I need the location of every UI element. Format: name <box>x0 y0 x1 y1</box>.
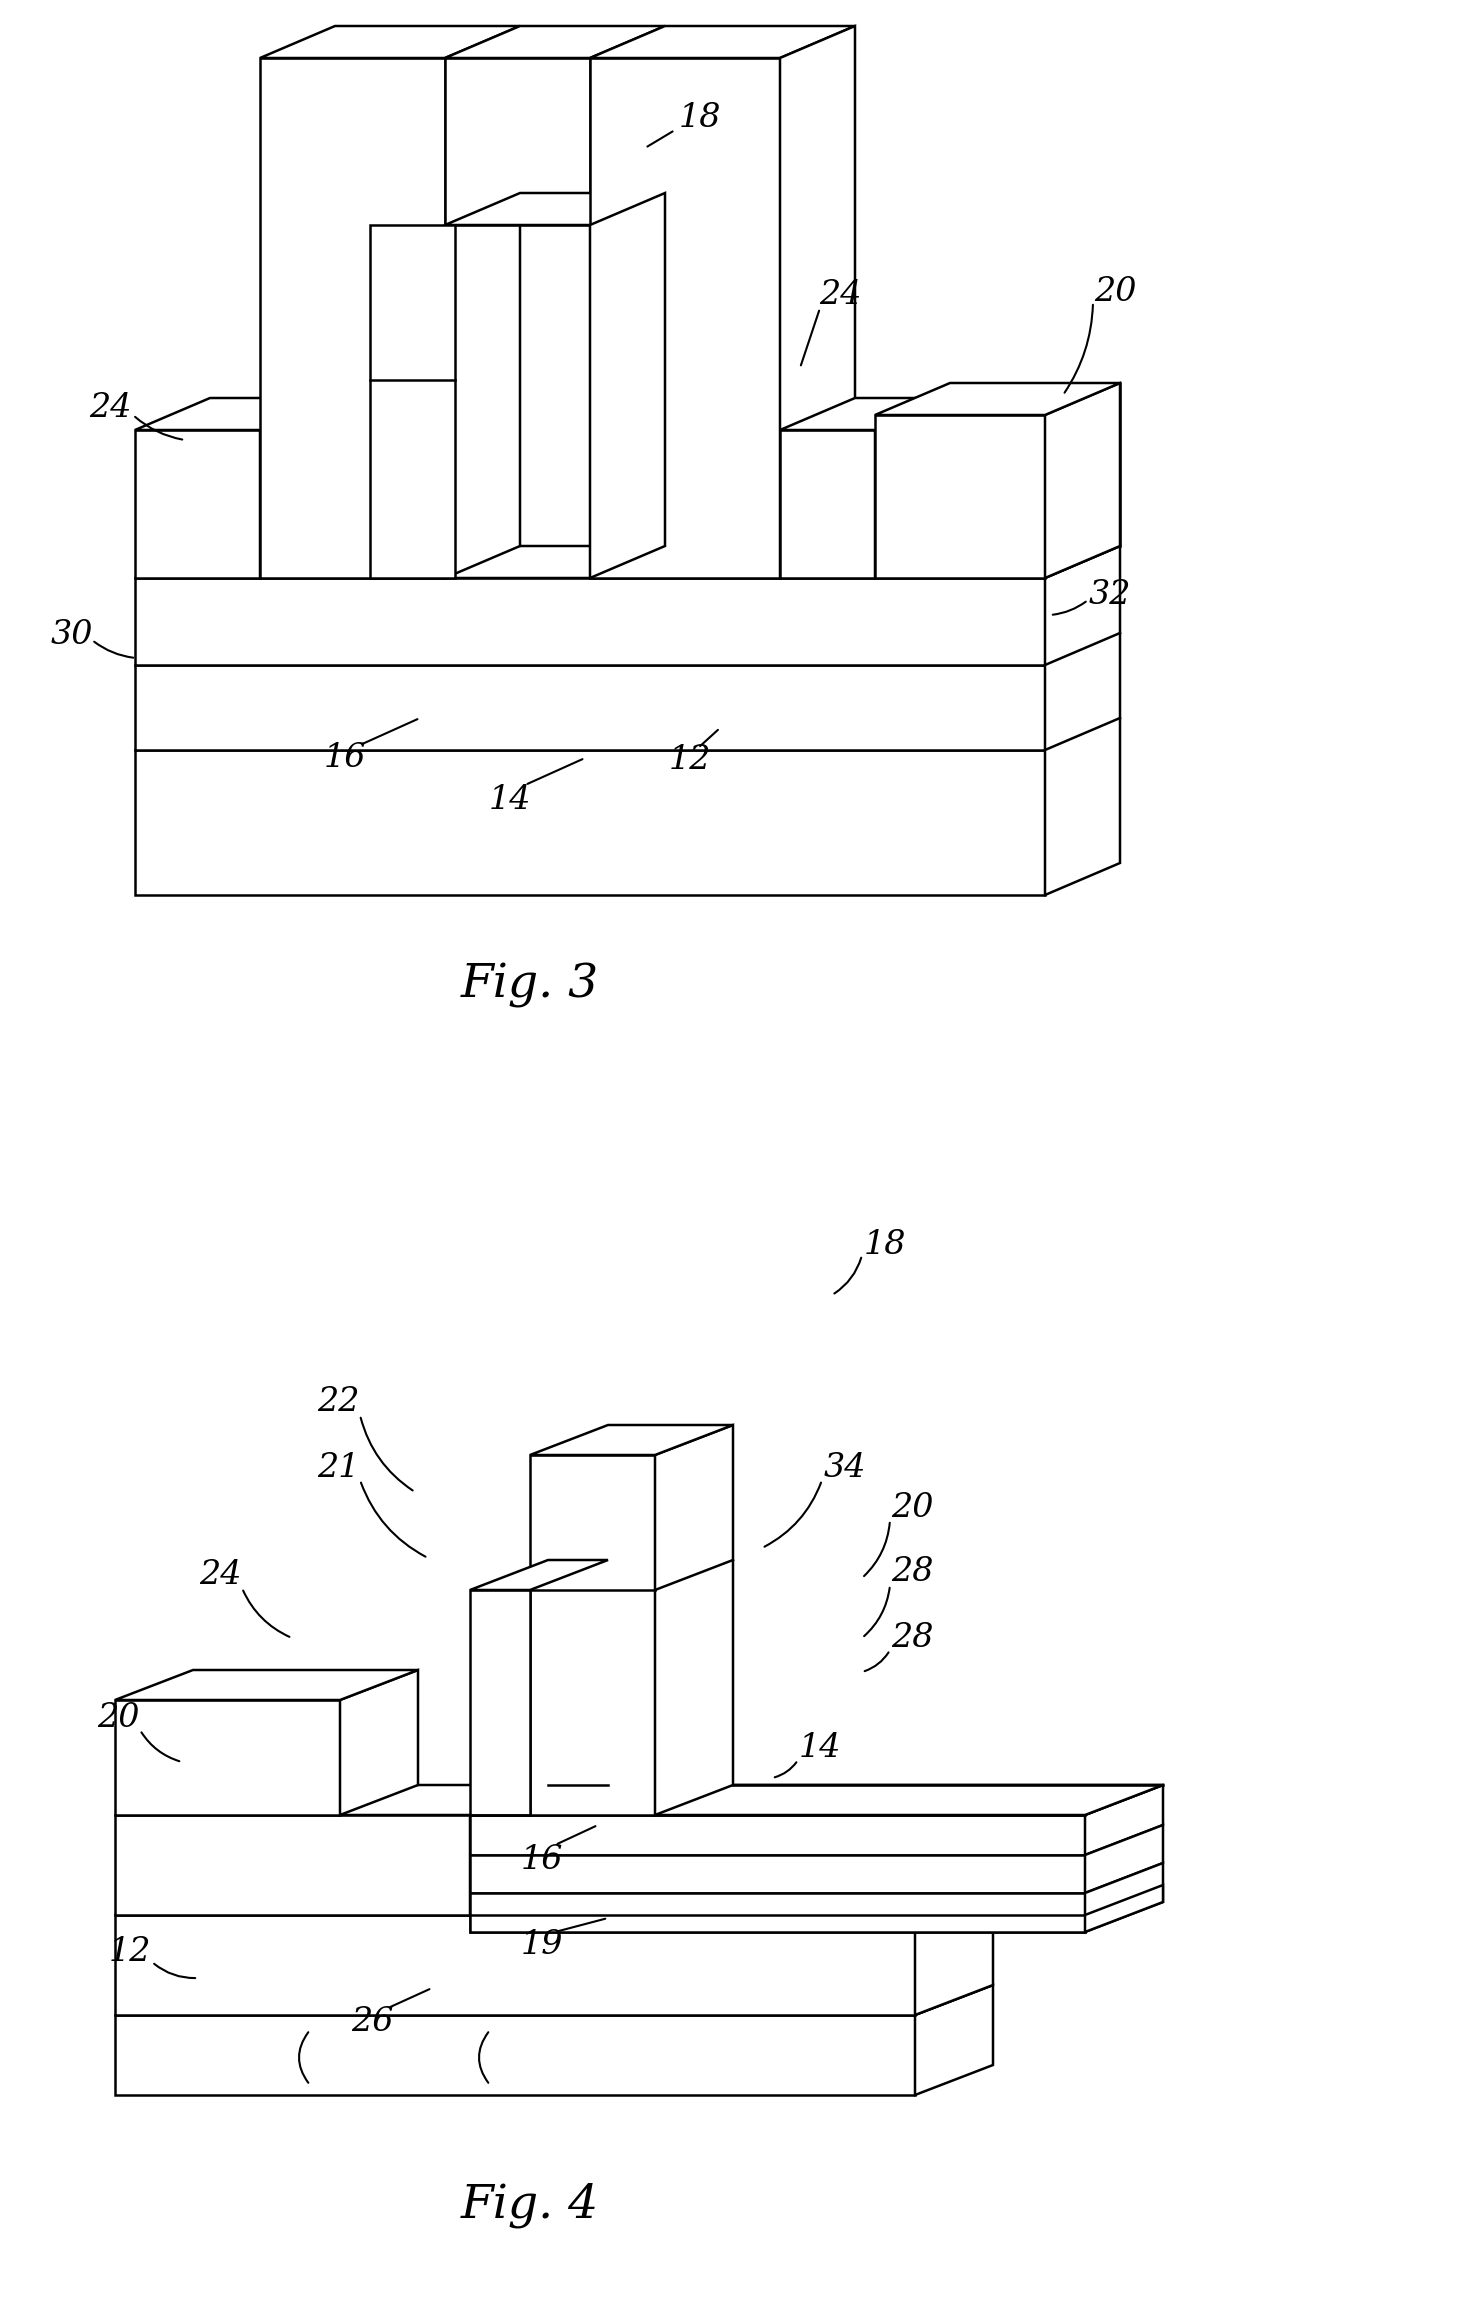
Polygon shape <box>445 58 590 224</box>
Text: 12: 12 <box>108 1936 151 1969</box>
Text: 24: 24 <box>819 279 861 312</box>
Polygon shape <box>530 1424 732 1454</box>
Polygon shape <box>1086 1826 1163 1893</box>
Polygon shape <box>135 750 1045 896</box>
Text: 30: 30 <box>51 619 94 651</box>
Polygon shape <box>875 415 1045 577</box>
Polygon shape <box>916 1985 993 2096</box>
Text: 14: 14 <box>798 1731 841 1763</box>
Polygon shape <box>114 1814 470 1916</box>
Text: 26: 26 <box>350 2006 393 2038</box>
Polygon shape <box>445 194 520 577</box>
Polygon shape <box>259 58 445 577</box>
Polygon shape <box>1086 1863 1163 1932</box>
Polygon shape <box>779 429 875 577</box>
Polygon shape <box>779 397 949 429</box>
Polygon shape <box>259 397 335 577</box>
Text: 28: 28 <box>891 1556 933 1588</box>
Polygon shape <box>371 224 456 577</box>
Text: 28: 28 <box>891 1623 933 1655</box>
Text: 21: 21 <box>316 1452 359 1484</box>
Polygon shape <box>114 1671 418 1701</box>
Polygon shape <box>530 1454 655 1814</box>
Text: 24: 24 <box>199 1558 242 1590</box>
Polygon shape <box>590 25 856 58</box>
Polygon shape <box>470 1784 548 1916</box>
Polygon shape <box>470 1893 1086 1932</box>
Polygon shape <box>114 1985 993 2015</box>
Text: Fig. 3: Fig. 3 <box>461 962 599 1009</box>
Polygon shape <box>470 1560 608 1590</box>
Polygon shape <box>1086 1886 1163 1932</box>
Polygon shape <box>135 397 335 429</box>
Polygon shape <box>135 547 1121 577</box>
Text: 20: 20 <box>97 1701 139 1733</box>
Polygon shape <box>135 429 259 577</box>
Text: 34: 34 <box>823 1452 866 1484</box>
Polygon shape <box>114 1886 993 1916</box>
Text: 18: 18 <box>678 102 721 134</box>
Polygon shape <box>779 25 856 577</box>
Polygon shape <box>1045 547 1121 896</box>
Polygon shape <box>135 577 1045 665</box>
Text: 19: 19 <box>520 1929 563 1962</box>
Polygon shape <box>1086 1784 1163 1856</box>
Polygon shape <box>470 1590 530 1814</box>
Polygon shape <box>470 1784 1163 1814</box>
Text: Fig. 4: Fig. 4 <box>461 2183 599 2227</box>
Text: 24: 24 <box>89 392 132 425</box>
Polygon shape <box>470 1784 1163 1814</box>
Text: 16: 16 <box>324 741 366 773</box>
Polygon shape <box>916 1886 993 2015</box>
Polygon shape <box>470 1916 1086 1932</box>
Polygon shape <box>470 1856 1086 1893</box>
Text: 22: 22 <box>316 1387 359 1417</box>
Polygon shape <box>114 1916 916 2015</box>
Polygon shape <box>259 25 520 58</box>
Text: 20: 20 <box>1094 277 1137 307</box>
Polygon shape <box>114 1701 340 1814</box>
Polygon shape <box>135 665 1045 750</box>
Polygon shape <box>875 383 1121 415</box>
Polygon shape <box>445 194 665 224</box>
Text: 18: 18 <box>864 1228 907 1260</box>
Text: 12: 12 <box>668 743 711 775</box>
Polygon shape <box>340 1671 418 1814</box>
Polygon shape <box>445 25 665 58</box>
Text: 14: 14 <box>489 785 532 817</box>
Text: 16: 16 <box>520 1844 563 1876</box>
Text: 32: 32 <box>1088 579 1131 612</box>
Polygon shape <box>655 1424 732 1814</box>
Polygon shape <box>590 194 665 577</box>
Polygon shape <box>470 1814 1086 1856</box>
Polygon shape <box>590 58 779 577</box>
Polygon shape <box>1045 383 1121 577</box>
Polygon shape <box>875 397 949 577</box>
Text: 20: 20 <box>891 1491 933 1523</box>
Polygon shape <box>114 1784 548 1814</box>
Polygon shape <box>114 2015 916 2096</box>
